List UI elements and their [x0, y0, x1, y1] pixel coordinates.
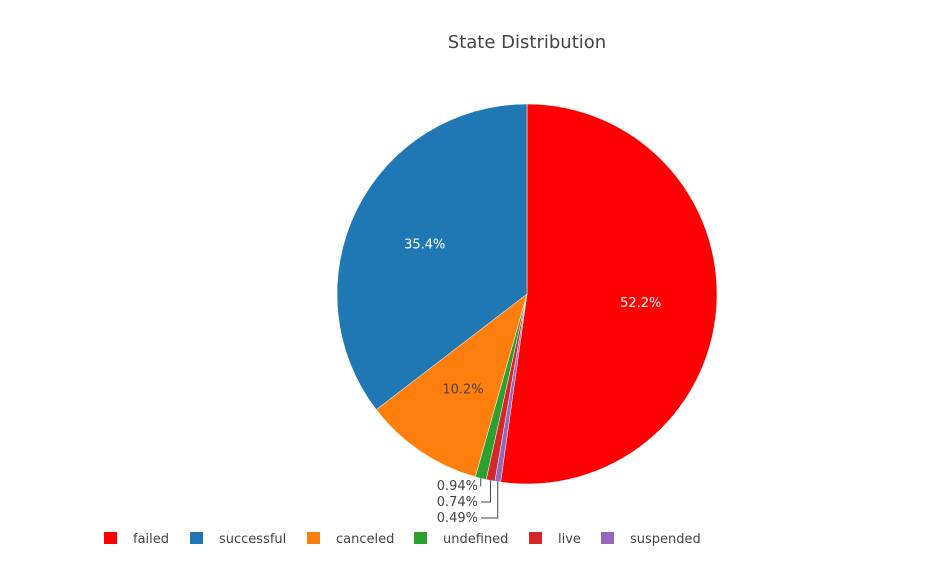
- pie-slice-failed: [500, 103, 718, 485]
- legend-item-suspended[interactable]: suspended: [601, 532, 701, 547]
- chart-title: State Distribution: [448, 32, 606, 53]
- pie-slice-canceled: [375, 293, 528, 478]
- legend-swatch-failed: [104, 532, 117, 544]
- pie-slice-successful: [336, 103, 528, 410]
- slice-label-failed: 52.2%: [620, 296, 661, 311]
- legend-swatch-successful: [190, 532, 203, 544]
- legend: failed successful canceled undefined live sus…: [104, 532, 701, 547]
- legend-item-live[interactable]: live: [529, 532, 581, 547]
- legend-label-live: live: [558, 532, 581, 547]
- slice-label-undefined: 0.94%: [437, 479, 478, 494]
- legend-swatch-suspended: [601, 532, 614, 544]
- leader-line-suspended: [481, 481, 499, 519]
- legend-swatch-undefined: [414, 532, 427, 544]
- slice-label-suspended: 0.49%: [437, 511, 478, 526]
- legend-label-suspended: suspended: [630, 532, 701, 547]
- legend-swatch-canceled: [307, 532, 320, 544]
- slice-label-successful: 35.4%: [404, 238, 445, 253]
- legend-swatch-live: [529, 532, 542, 544]
- legend-item-successful[interactable]: successful: [190, 532, 286, 547]
- leader-line-live: [481, 480, 492, 503]
- legend-label-failed: failed: [133, 532, 169, 547]
- pie-slice-labels: 52.2% 0.49%0.74%0.94% 10.2% 35.4%: [404, 238, 661, 526]
- pie-slices: [336, 103, 718, 485]
- legend-label-undefined: undefined: [443, 532, 508, 547]
- slice-label-live: 0.74%: [437, 495, 478, 510]
- legend-item-failed[interactable]: failed: [104, 532, 169, 547]
- legend-item-undefined[interactable]: undefined: [414, 532, 508, 547]
- legend-item-canceled[interactable]: canceled: [307, 532, 394, 547]
- slice-label-canceled: 10.2%: [442, 382, 483, 397]
- legend-label-successful: successful: [219, 532, 286, 547]
- legend-label-canceled: canceled: [336, 532, 394, 547]
